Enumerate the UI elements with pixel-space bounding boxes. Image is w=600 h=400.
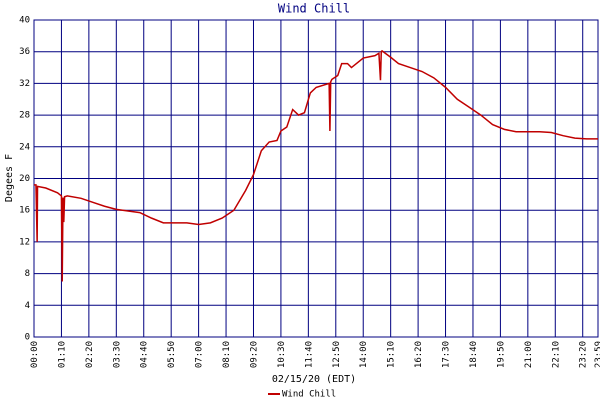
x-tick-label: 14:00	[359, 341, 369, 368]
y-axis-label: Degees F	[4, 154, 15, 202]
x-tick-label: 22:10	[551, 341, 561, 368]
y-tick-label: 36	[19, 47, 30, 57]
y-tick-label: 24	[19, 142, 30, 152]
y-tick-label: 12	[19, 237, 30, 247]
x-tick-label: 17:30	[442, 341, 452, 368]
y-tick-label: 28	[19, 111, 30, 121]
y-tick-label: 32	[19, 79, 30, 89]
x-tick-label: 16:20	[414, 341, 424, 368]
x-axis-label: 02/15/20 (EDT)	[272, 374, 356, 385]
x-tick-label: 03:30	[112, 341, 122, 368]
y-tick-label: 8	[25, 269, 30, 279]
x-tick-label: 23:20	[579, 341, 589, 368]
x-tick-label: 08:10	[222, 341, 232, 368]
y-tick-label: 0	[25, 333, 30, 343]
x-tick-label: 11:40	[304, 341, 314, 368]
x-tick-label: 23:59	[594, 341, 600, 368]
x-tick-label: 12:50	[332, 341, 342, 368]
x-tick-label: 00:00	[30, 341, 40, 368]
chart-title: Wind Chill	[278, 2, 350, 16]
y-tick-label: 4	[25, 301, 30, 311]
x-tick-label: 02:20	[85, 341, 95, 368]
y-tick-label: 20	[19, 174, 30, 184]
x-tick-label: 09:20	[249, 341, 259, 368]
y-tick-label: 40	[19, 16, 30, 26]
legend-label: Wind Chill	[282, 390, 336, 400]
data-line	[34, 49, 598, 282]
x-tick-label: 04:40	[140, 341, 150, 368]
x-tick-label: 10:30	[277, 341, 287, 368]
x-tick-label: 01:10	[57, 341, 67, 368]
x-tick-label: 21:00	[524, 341, 534, 368]
x-tick-label: 18:40	[469, 341, 479, 368]
x-tick-label: 15:10	[387, 341, 397, 368]
y-tick-label: 16	[19, 206, 30, 216]
x-tick-label: 19:50	[496, 341, 506, 368]
x-tick-label: 05:50	[167, 341, 177, 368]
x-tick-label: 07:00	[195, 341, 205, 368]
